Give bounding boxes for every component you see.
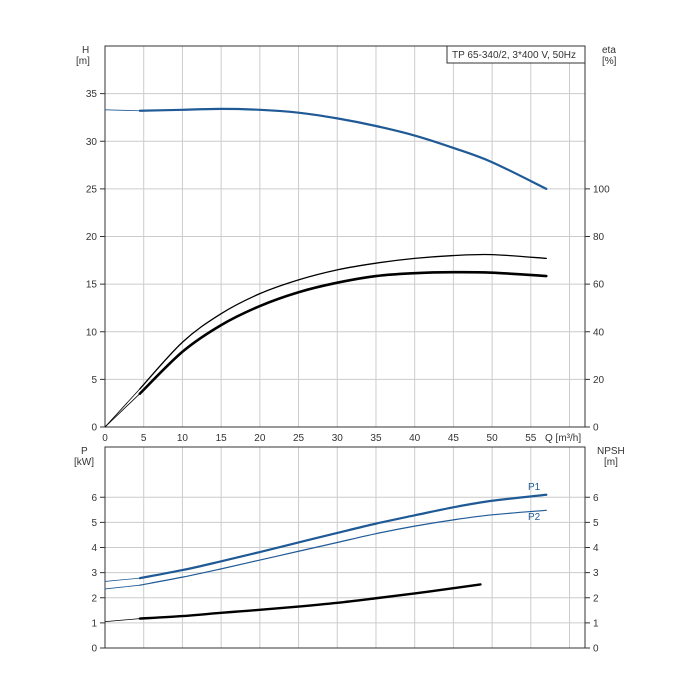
x-tick-label: 45 [448, 433, 460, 444]
x-tick-label: 35 [370, 433, 382, 444]
title-box [446, 45, 586, 64]
bottom-right-axis-label: NPSH [597, 446, 625, 457]
top-series-1-extension [104, 388, 141, 428]
x-tick-label: 30 [332, 433, 344, 444]
bottom-tick-labels: 0 1 2 3 4 5 6 0 1 2 3 4 5 6 [91, 493, 599, 655]
bottom-right-axis-unit: [m] [604, 457, 618, 468]
top-right-axis-unit: [%] [602, 56, 617, 67]
top-grid [104, 46, 585, 428]
x-tick-label: 0 [102, 433, 108, 444]
series-label-p1: P1 [528, 482, 541, 493]
top-right-axis-label: eta [602, 45, 616, 56]
x-tick-label: 5 [141, 433, 147, 444]
p-tick-label: 2 [91, 593, 97, 604]
bottom-series-1 [139, 509, 547, 586]
h-tick-label: 15 [86, 280, 98, 291]
top-tick-labels: 0 5 10 15 20 25 30 35 40 45 50 55 0 5 10 15 20 25 30 35 0 20 4… [86, 89, 610, 444]
h-tick-label: 0 [91, 423, 97, 434]
top-left-axis-unit: [m] [76, 56, 90, 67]
bottom-series-0-extension [104, 577, 140, 582]
h-tick-label: 5 [91, 375, 97, 386]
eta-tick-label: 60 [593, 280, 605, 291]
p-tick-label: 6 [91, 493, 97, 504]
eta-tick-label: 20 [593, 375, 605, 386]
npsh-tick-label: 6 [593, 493, 599, 504]
x-tick-label: 20 [254, 433, 266, 444]
top-series-0-extension [104, 109, 140, 112]
p-tick-label: 4 [91, 543, 97, 554]
npsh-tick-label: 5 [593, 518, 599, 529]
bottom-series [104, 493, 548, 623]
eta-tick-label: 100 [593, 184, 610, 195]
series-label-p2: P2 [528, 512, 541, 523]
x-axis-label: Q [m³/h] [545, 433, 581, 444]
x-tick-label: 25 [293, 433, 305, 444]
npsh-tick-label: 4 [593, 543, 599, 554]
p-tick-label: 1 [91, 618, 97, 629]
npsh-tick-label: 1 [593, 618, 599, 629]
bottom-series-1-extension [104, 584, 140, 590]
top-left-axis-label: H [82, 45, 89, 56]
bottom-series-2-extension [104, 618, 140, 623]
h-tick-label: 35 [86, 89, 98, 100]
x-tick-label: 40 [409, 433, 421, 444]
p-tick-label: 5 [91, 518, 97, 529]
eta-tick-label: 40 [593, 327, 605, 338]
x-tick-label: 10 [177, 433, 189, 444]
h-tick-label: 25 [86, 184, 98, 195]
top-series [104, 107, 548, 428]
bottom-series-0 [138, 493, 548, 580]
h-tick-label: 10 [86, 327, 98, 338]
npsh-tick-label: 0 [593, 644, 599, 655]
top-series-2-extension [104, 393, 141, 428]
h-tick-label: 20 [86, 232, 98, 243]
x-tick-label: 15 [216, 433, 228, 444]
h-tick-label: 30 [86, 137, 98, 148]
top-series-1 [139, 253, 547, 390]
x-tick-label: 55 [525, 433, 537, 444]
bottom-series-2 [138, 583, 482, 620]
eta-tick-label: 0 [593, 423, 599, 434]
p-tick-label: 3 [91, 568, 97, 579]
bottom-grid [104, 447, 585, 649]
top-series-2 [138, 270, 548, 395]
p-tick-label: 0 [91, 644, 97, 655]
npsh-tick-label: 3 [593, 568, 599, 579]
bottom-left-axis-unit: [kW] [74, 457, 94, 468]
bottom-left-axis-label: P [81, 446, 88, 457]
npsh-tick-label: 2 [593, 593, 599, 604]
x-tick-label: 50 [487, 433, 499, 444]
eta-tick-label: 80 [593, 232, 605, 243]
top-series-0 [138, 107, 548, 190]
chart-title: TP 65-340/2, 3*400 V, 50Hz [452, 50, 576, 61]
